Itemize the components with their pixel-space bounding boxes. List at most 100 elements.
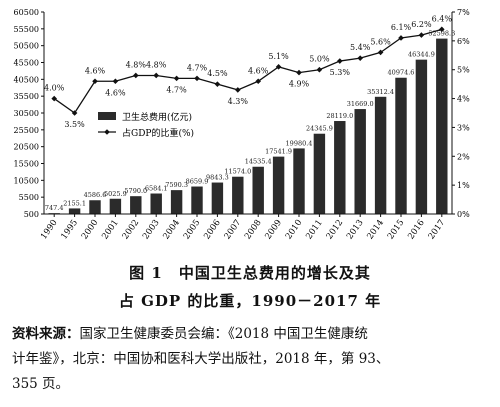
figure-caption-line-2: 占 GDP 的比重，1990－2017 年: [118, 292, 382, 310]
bar-value-label: 7590.3: [165, 181, 188, 189]
y-right-tick-label: 4%: [457, 95, 470, 104]
x-tick-label: 2012: [325, 218, 346, 241]
x-tick-label: 2001: [100, 218, 121, 241]
bar: [211, 182, 224, 214]
x-tick-label: 2016: [406, 218, 427, 241]
bar-value-label: 24345.9: [306, 125, 333, 133]
bar: [109, 198, 122, 214]
bar-value-label: 8659.9: [186, 178, 209, 186]
line-value-label: 4.6%: [248, 66, 269, 75]
bar-value-label: 14535.4: [245, 158, 272, 166]
x-tick-label: 2009: [263, 218, 284, 241]
x-tick-label: 1990: [39, 218, 60, 241]
line-value-label: 4.0%: [44, 84, 65, 93]
line-point: [133, 72, 139, 79]
x-tick-label: 2017: [427, 218, 448, 241]
bar-value-label: 2155.1: [63, 199, 86, 207]
bar: [313, 133, 326, 214]
line-value-label: 6.4%: [432, 14, 453, 23]
bar-value-label: 4586.6: [84, 191, 107, 199]
bar-value-label: 747.4: [45, 204, 64, 212]
bar: [89, 200, 101, 214]
line-point: [194, 75, 200, 82]
line-value-label: 4.6%: [105, 88, 126, 97]
source-text-line-2: 计年鉴》，北京：中国协和医科大学出版社，2018 年，第 93、: [12, 351, 390, 367]
line-value-label: 5.6%: [370, 37, 391, 46]
data-labels: 747.42155.14586.65025.95790.06584.17590.…: [44, 14, 455, 212]
y-left-tick-label: 60500: [14, 8, 39, 17]
line-point: [357, 55, 363, 61]
x-tick-label: 2000: [80, 218, 101, 241]
y-right-tick-label: 0%: [457, 210, 470, 219]
line-point: [337, 58, 343, 64]
y-left-tick-label: 35500: [14, 92, 39, 101]
x-tick-label: 2005: [182, 218, 203, 241]
bar-value-label: 40974.6: [388, 69, 415, 77]
x-tick-label: 2006: [202, 218, 223, 241]
y-left-tick-label: 45500: [14, 59, 39, 68]
bar-value-label: 5790.0: [124, 187, 147, 195]
x-tick-label: 2008: [243, 218, 264, 241]
y-right-tick-label: 7%: [457, 8, 470, 17]
line-point: [173, 75, 180, 82]
line-point: [51, 95, 57, 102]
y-left-tick-label: 25500: [14, 126, 39, 135]
bar: [130, 196, 142, 214]
y-right-tick-label: 2%: [457, 152, 470, 161]
bar: [68, 208, 81, 214]
line-point: [92, 78, 98, 85]
bar-value-label: 17541.9: [265, 148, 292, 156]
line-point: [214, 81, 221, 87]
line-value-label: 4.7%: [166, 85, 187, 94]
y-left-tick-label: 15500: [14, 160, 39, 169]
bar-value-label: 35312.4: [367, 88, 394, 96]
bar: [191, 186, 203, 214]
y-left-tick-label: 5500: [19, 193, 39, 202]
line-point: [418, 32, 425, 38]
x-tick-label: 2007: [223, 218, 244, 241]
x-tick-label: 1995: [59, 218, 80, 241]
bar: [334, 121, 346, 214]
line-value-label: 5.1%: [268, 52, 289, 61]
bar-value-label: 6584.1: [145, 185, 168, 193]
x-tick-label: 2003: [141, 218, 162, 241]
bar-value-label: 28119.0: [326, 112, 353, 120]
legend-bar-swatch: [98, 112, 116, 120]
line-point: [153, 72, 159, 79]
line-value-label: 4.9%: [289, 80, 310, 89]
bar-series: [48, 38, 448, 215]
line-point: [398, 35, 404, 41]
bar-value-label: 9843.3: [206, 174, 229, 182]
bar: [395, 77, 407, 215]
y-left-tick-label: 20500: [14, 143, 39, 152]
bar: [354, 109, 366, 214]
line-series: [51, 26, 445, 116]
chart: 500 5500 10500 15500 20500 25500 30500 35500 405…: [14, 8, 471, 241]
line-value-label: 4.5%: [207, 69, 228, 78]
bar-value-label: 11574.0: [224, 168, 251, 176]
x-tick-label: 2014: [365, 218, 386, 241]
line-point: [377, 49, 384, 56]
line-point: [235, 87, 241, 93]
line-value-label: 5.3%: [330, 68, 351, 77]
line-point: [255, 78, 261, 85]
y-left-tick-label: 10500: [14, 176, 39, 185]
legend-line-label: 占GDP的比重(%): [122, 127, 194, 139]
line-value-label: 5.0%: [309, 55, 330, 64]
line-point: [296, 69, 302, 76]
bar: [272, 156, 285, 214]
gdp-share-line: [53, 28, 442, 114]
line-value-label: 6.2%: [411, 20, 432, 29]
x-tick-label: 2013: [345, 218, 366, 241]
bar: [170, 190, 183, 214]
y-right-tick-label: 3%: [457, 123, 470, 132]
line-value-label: 5.4%: [350, 43, 371, 52]
y-right-tick-label: 6%: [457, 37, 470, 46]
x-tick-label: 2002: [121, 218, 142, 241]
y-right-tick-label: 1%: [457, 181, 470, 190]
x-tick-label: 2010: [284, 218, 305, 241]
bar: [415, 59, 428, 214]
line-point: [316, 66, 323, 73]
y-left-tick-label: 55500: [14, 25, 39, 34]
line-point: [275, 64, 282, 70]
